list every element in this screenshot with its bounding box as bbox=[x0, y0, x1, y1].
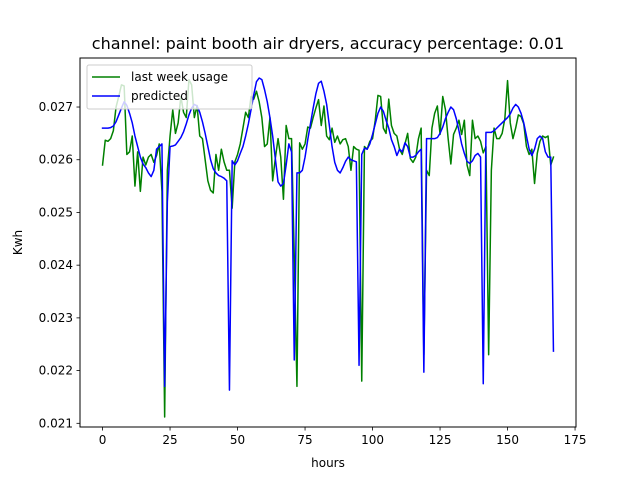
y-tick-label: 0.025 bbox=[39, 205, 73, 219]
x-tick-label: 75 bbox=[297, 433, 312, 447]
y-tick-label: 0.024 bbox=[39, 258, 73, 272]
legend-box bbox=[86, 64, 253, 110]
x-tick-label: 175 bbox=[564, 433, 587, 447]
x-tick-label: 125 bbox=[429, 433, 452, 447]
y-tick-label: 0.022 bbox=[39, 364, 73, 378]
series-layer bbox=[101, 77, 555, 418]
series-line-predicted bbox=[101, 77, 555, 391]
x-tick-label: 150 bbox=[496, 433, 519, 447]
x-axis-label: hours bbox=[311, 456, 345, 470]
chart-title: channel: paint booth air dryers, accurac… bbox=[92, 34, 564, 53]
y-tick-label: 0.021 bbox=[39, 416, 73, 430]
x-tick-label: 100 bbox=[361, 433, 384, 447]
x-tick-label: 0 bbox=[99, 433, 107, 447]
y-tick-label: 0.026 bbox=[39, 153, 73, 167]
legend-label: predicted bbox=[131, 89, 188, 103]
y-axis-label: Kwh bbox=[11, 230, 25, 255]
y-tick-label: 0.027 bbox=[39, 100, 73, 114]
x-tick-label: 50 bbox=[230, 433, 245, 447]
plot-frame bbox=[79, 57, 577, 428]
y-tick-label: 0.023 bbox=[39, 311, 73, 325]
series-line-last-week-usage bbox=[101, 78, 555, 418]
legend: last week usage predicted bbox=[86, 64, 253, 110]
legend-label: last week usage bbox=[131, 70, 228, 84]
x-tick-label: 25 bbox=[162, 433, 177, 447]
